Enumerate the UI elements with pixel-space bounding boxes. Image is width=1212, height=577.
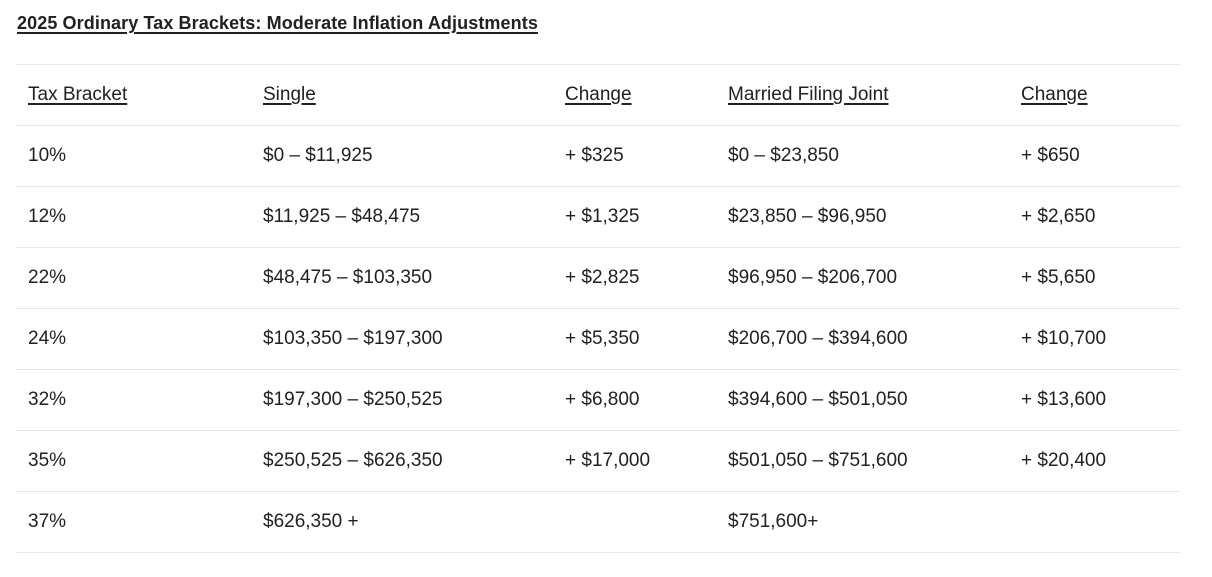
document-page: 2025 Ordinary Tax Brackets: Moderate Inf…: [16, 13, 1180, 553]
table-row: 37% $626,350 + $751,600+: [16, 491, 1180, 553]
single-change-cell: + $5,350: [553, 308, 716, 370]
column-header-label: Married Filing Joint: [728, 84, 889, 105]
single-range-cell: $626,350 +: [251, 491, 553, 553]
tax-bracket-cell: 37%: [16, 491, 251, 553]
married-change-cell: [1009, 491, 1180, 553]
married-range-cell: $751,600+: [716, 491, 1009, 553]
tax-bracket-cell: 22%: [16, 247, 251, 309]
single-range-cell: $11,925 – $48,475: [251, 186, 553, 248]
column-header-single: Single: [251, 64, 553, 126]
married-range-cell: $96,950 – $206,700: [716, 247, 1009, 309]
single-change-cell: + $2,825: [553, 247, 716, 309]
single-range-cell: $0 – $11,925: [251, 125, 553, 187]
tax-brackets-table: Tax Bracket Single Change Married Filing…: [16, 64, 1180, 553]
married-range-cell: $23,850 – $96,950: [716, 186, 1009, 248]
table-row: 12% $11,925 – $48,475 + $1,325 $23,850 –…: [16, 186, 1180, 248]
married-change-cell: + $2,650: [1009, 186, 1180, 248]
single-change-cell: + $6,800: [553, 369, 716, 431]
column-header-label: Change: [1021, 84, 1088, 105]
married-range-cell: $206,700 – $394,600: [716, 308, 1009, 370]
single-change-cell: [553, 491, 716, 553]
column-header-label: Single: [263, 84, 316, 105]
tax-bracket-cell: 24%: [16, 308, 251, 370]
tax-bracket-cell: 10%: [16, 125, 251, 187]
table-header-row: Tax Bracket Single Change Married Filing…: [16, 64, 1180, 126]
single-range-cell: $103,350 – $197,300: [251, 308, 553, 370]
married-change-cell: + $13,600: [1009, 369, 1180, 431]
single-change-cell: + $17,000: [553, 430, 716, 492]
table-row: 35% $250,525 – $626,350 + $17,000 $501,0…: [16, 430, 1180, 492]
single-range-cell: $48,475 – $103,350: [251, 247, 553, 309]
married-range-cell: $0 – $23,850: [716, 125, 1009, 187]
tax-bracket-cell: 32%: [16, 369, 251, 431]
married-change-cell: + $20,400: [1009, 430, 1180, 492]
single-change-cell: + $1,325: [553, 186, 716, 248]
column-header-married-filing-joint: Married Filing Joint: [716, 64, 1009, 126]
married-change-cell: + $10,700: [1009, 308, 1180, 370]
column-header-label: Tax Bracket: [28, 84, 128, 105]
single-range-cell: $197,300 – $250,525: [251, 369, 553, 431]
married-range-cell: $501,050 – $751,600: [716, 430, 1009, 492]
single-range-cell: $250,525 – $626,350: [251, 430, 553, 492]
page-title: 2025 Ordinary Tax Brackets: Moderate Inf…: [17, 13, 538, 33]
column-header-change-single: Change: [553, 64, 716, 126]
table-row: 32% $197,300 – $250,525 + $6,800 $394,60…: [16, 369, 1180, 431]
married-range-cell: $394,600 – $501,050: [716, 369, 1009, 431]
column-header-change-married: Change: [1009, 64, 1180, 126]
single-change-cell: + $325: [553, 125, 716, 187]
column-header-tax-bracket: Tax Bracket: [16, 64, 251, 126]
table-row: 10% $0 – $11,925 + $325 $0 – $23,850 + $…: [16, 125, 1180, 187]
table-row: 24% $103,350 – $197,300 + $5,350 $206,70…: [16, 308, 1180, 370]
tax-bracket-cell: 35%: [16, 430, 251, 492]
tax-bracket-cell: 12%: [16, 186, 251, 248]
table-row: 22% $48,475 – $103,350 + $2,825 $96,950 …: [16, 247, 1180, 309]
column-header-label: Change: [565, 84, 632, 105]
married-change-cell: + $5,650: [1009, 247, 1180, 309]
married-change-cell: + $650: [1009, 125, 1180, 187]
